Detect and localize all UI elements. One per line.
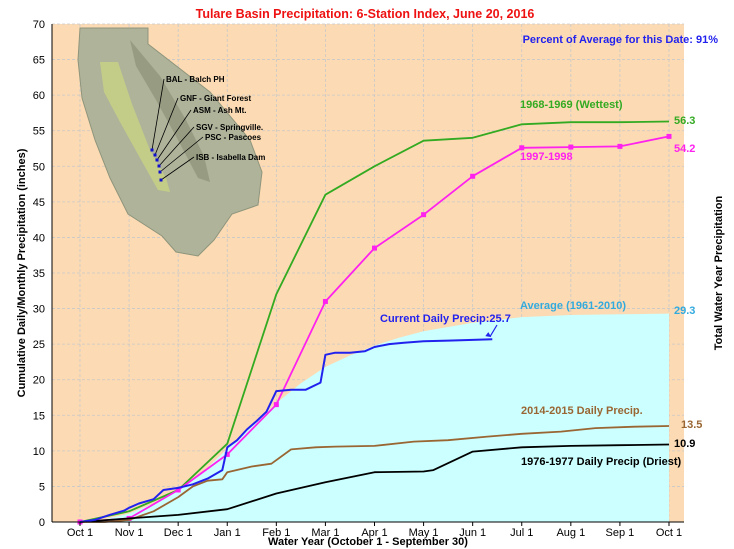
x-tick-label: Feb 1 [262, 527, 290, 539]
series-line-1976-1977-daily-precip-driest [79, 443, 670, 523]
y-tick-label: 30 [33, 304, 45, 316]
station-label: ISB - Isabella Dam [196, 153, 265, 162]
y-tick-label: 65 [33, 55, 45, 67]
point-marker [617, 143, 623, 149]
series-line-2014-2015-daily-precip [80, 425, 670, 523]
point-marker [273, 402, 279, 408]
chart-title: Tulare Basin Precipitation: 6-Station In… [196, 7, 535, 21]
point-marker [175, 487, 181, 493]
station-leader [158, 126, 195, 167]
station-marker [155, 158, 159, 162]
y-tick-label: 20 [33, 375, 45, 387]
y-tick-label: 35 [33, 268, 45, 280]
point-marker [519, 145, 525, 151]
series-end-label: 56.3 [674, 115, 695, 127]
series-end-label: 29.3 [674, 305, 695, 317]
x-tick-label: Mar 1 [311, 527, 339, 539]
x-tick-label: Jul 1 [510, 527, 533, 539]
y-tick-label: 0 [39, 517, 45, 529]
point-marker [666, 133, 672, 139]
y-tick-label: 45 [33, 197, 45, 209]
x-tick-label: Aug 1 [556, 527, 585, 539]
station-leader [154, 97, 179, 156]
point-marker [568, 144, 574, 150]
station-label: PSC - Pascoes [205, 133, 262, 142]
series-label: 1968-1969 (Wettest) [520, 99, 623, 111]
x-tick-label: Jun 1 [459, 527, 486, 539]
station-leader [160, 156, 195, 181]
x-tick-label: May 1 [409, 527, 439, 539]
point-marker [421, 212, 427, 218]
y-tick-label: 70 [33, 19, 45, 31]
average-area [80, 313, 669, 522]
series-end-label: 54.2 [674, 143, 695, 155]
series-label: 2014-2015 Daily Precip. [521, 405, 643, 417]
x-tick-label: Nov 1 [115, 527, 144, 539]
x-tick-label: Jan 1 [214, 527, 241, 539]
station-label: SGV - Springville. [196, 123, 263, 132]
point-marker [372, 245, 377, 251]
current-arrow [489, 324, 498, 337]
station-marker [159, 178, 163, 182]
y-axis-label: Cumulative Daily/Monthly Precipitation (… [16, 148, 28, 397]
x-tick-label: Dec 1 [164, 527, 193, 539]
series-lines [77, 120, 672, 525]
y-tick-label: 10 [33, 446, 45, 458]
station-leader [151, 78, 165, 151]
station-leader [159, 136, 204, 173]
central-valley [100, 62, 170, 192]
chart-subtitle: Percent of Average for this Date: 91% [523, 34, 719, 46]
x-axis-label: Water Year (October 1 - September 30) [268, 536, 468, 548]
y-tick-label: 5 [39, 481, 45, 493]
y-tick-label: 40 [33, 232, 45, 244]
station-marker [153, 153, 157, 157]
series-labels: Average (1961-2010) 29.3 1968-1969 (Wettes… [380, 99, 702, 468]
series-label: 1997-1998 [520, 151, 573, 163]
station-marker [150, 148, 154, 152]
series-end-label: 13.5 [681, 419, 702, 431]
series-area-average-1961-2010 [80, 313, 669, 522]
current-arrow-head [485, 332, 492, 338]
station-leader [156, 109, 192, 161]
station-label: BAL - Balch PH [166, 75, 225, 84]
station-labels: BAL - Balch PH GNF - Giant Forest ASM - As… [150, 75, 265, 182]
y-axis-label-right: Total Water Year Precipitation [713, 195, 725, 350]
point-marker [224, 451, 230, 457]
point-marker [470, 173, 476, 179]
series-end-label: 10.9 [674, 438, 695, 450]
x-tick-label: Oct 1 [67, 527, 93, 539]
station-label: ASM - Ash Mt. [193, 106, 246, 115]
y-tick-label: 25 [33, 339, 45, 351]
station-marker [157, 164, 161, 168]
sierra-ridge [130, 40, 210, 182]
x-tick-label: Apr 1 [361, 527, 387, 539]
station-label: GNF - Giant Forest [180, 94, 251, 103]
y-tick-label: 15 [33, 410, 45, 422]
axes [51, 24, 684, 523]
y-tick-label: 50 [33, 161, 45, 173]
california-map [77, 27, 263, 257]
series-label: 1976-1977 Daily Precip (Driest) [521, 456, 682, 468]
series-label: Average (1961-2010) [520, 300, 626, 312]
x-tick-label: Oct 1 [656, 527, 682, 539]
series-line-current-daily-precip-25-7 [79, 338, 493, 523]
tick-labels: 0 5 10 15 20 25 30 35 40 45 50 55 60 65 70 Oct 1 Nov 1 De… [33, 19, 682, 539]
point-marker [322, 298, 328, 304]
x-tick-label: Sep 1 [606, 527, 635, 539]
y-tick-label: 55 [33, 126, 45, 138]
station-marker [158, 170, 162, 174]
y-tick-label: 60 [33, 90, 45, 102]
series-label: Current Daily Precip:25.7 [380, 313, 511, 325]
